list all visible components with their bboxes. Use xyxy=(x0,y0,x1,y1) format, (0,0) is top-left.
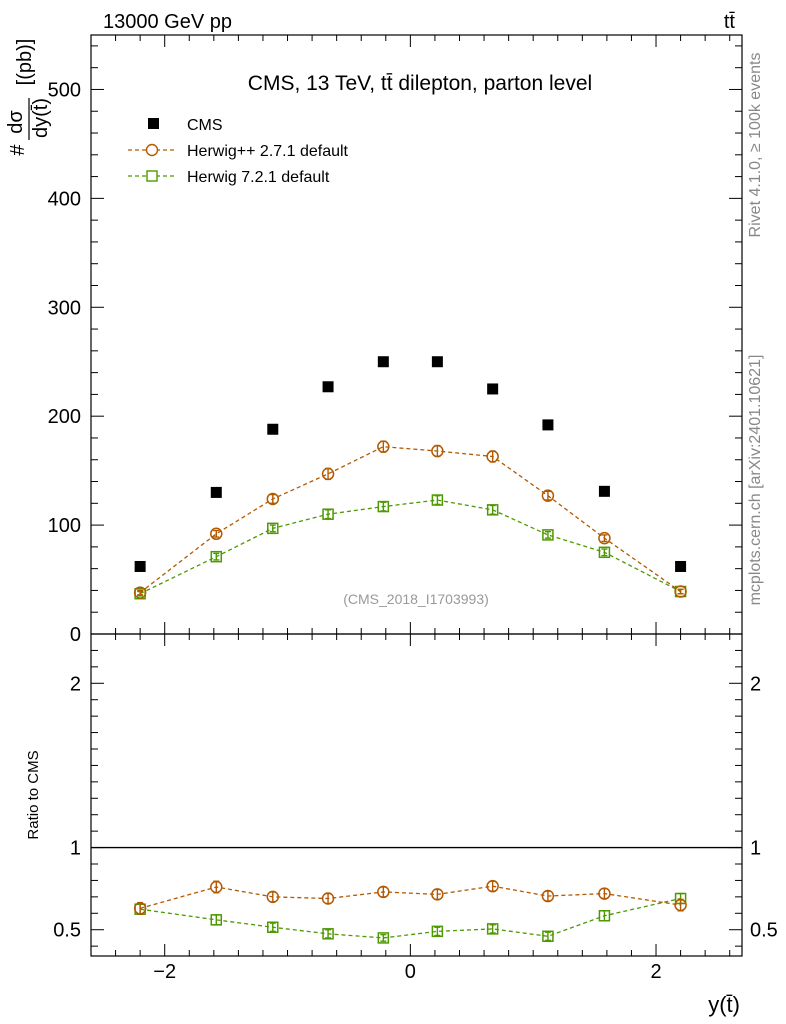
ratio-y-tick-labels: 0.5 0.5 1 1 2 2 xyxy=(53,673,778,941)
main-point-herwig7 xyxy=(431,494,444,506)
main-point-herwigpp xyxy=(541,489,555,502)
y-tick-label: 400 xyxy=(48,188,81,210)
main-panel: 0 100 200 300 400 500 CMS, 13 TeV, tt̄ dilept… xyxy=(5,34,743,646)
ratio-point-herwig7 xyxy=(267,921,279,933)
legend-marker-herwigpp xyxy=(145,143,159,157)
ratio-point-herwigpp xyxy=(377,885,390,899)
main-point-herwig7 xyxy=(486,504,499,516)
main-point-herwigpp xyxy=(377,440,390,453)
main-point-cms xyxy=(377,356,389,368)
main-point-herwigpp xyxy=(598,531,611,545)
process-label: tt̄ xyxy=(724,11,736,33)
ratio-y-tick-label: 2 xyxy=(70,673,81,695)
ratio-panel: 0.5 0.5 1 1 2 2 −2 0 2 Ratio to CMS y(t̄) xyxy=(25,633,778,1017)
main-point-herwig7 xyxy=(267,522,279,535)
main-point-cms xyxy=(431,356,443,368)
x-tick-label: −2 xyxy=(153,961,176,983)
x-tick-labels: −2 0 2 xyxy=(153,961,661,983)
y-tick-label: 0 xyxy=(70,624,81,646)
legend: CMS Herwig++ 2.7.1 default Herwig 7.2.1 … xyxy=(128,117,349,186)
ratio-point-herwigpp xyxy=(598,887,611,900)
main-point-herwigpp xyxy=(321,467,335,481)
main-line-herwigpp xyxy=(139,446,681,594)
ratio-point-herwigpp xyxy=(674,898,687,912)
legend-item-herwig7: Herwig 7.2.1 default xyxy=(128,169,330,186)
legend-marker-herwig7 xyxy=(146,170,158,182)
mcplots-source-label: mcplots.cern.ch [arXiv:2401.10621] xyxy=(747,355,764,606)
main-point-cms xyxy=(322,381,334,393)
legend-item-herwigpp: Herwig++ 2.7.1 default xyxy=(128,143,349,160)
ratio-point-herwig7 xyxy=(431,925,444,938)
ratio-line-herwigpp xyxy=(139,885,681,909)
ratio-point-herwig7 xyxy=(542,930,554,943)
main-point-cms xyxy=(210,486,222,498)
ratio-y-tick-label-right: 2 xyxy=(750,673,761,695)
legend-marker-cms xyxy=(148,118,159,129)
main-point-herwig7 xyxy=(210,550,223,563)
main-point-cms xyxy=(134,560,146,572)
main-y-tick-labels: 0 100 200 300 400 500 xyxy=(48,79,81,646)
x-tick-label: 0 xyxy=(405,961,416,983)
main-point-cms xyxy=(598,485,610,497)
main-point-herwigpp xyxy=(210,527,223,541)
legend-label-herwig7: Herwig 7.2.1 default xyxy=(187,169,330,186)
collision-label: 13000 GeV pp xyxy=(103,11,232,33)
main-point-cms xyxy=(267,423,279,435)
ratio-axis-ticks xyxy=(91,633,742,956)
analysis-id-label: (CMS_2018_I1703993) xyxy=(343,591,489,607)
main-point-cms xyxy=(542,419,554,431)
main-line-herwig7 xyxy=(139,499,681,595)
ratio-point-herwigpp xyxy=(541,889,555,903)
main-point-herwigpp xyxy=(674,585,687,598)
y-tick-label: 100 xyxy=(48,515,81,537)
ratio-panel-frame xyxy=(90,633,743,957)
y-tick-label: 200 xyxy=(48,406,81,428)
ratio-y-axis-label: Ratio to CMS xyxy=(25,750,42,839)
legend-label-cms: CMS xyxy=(187,117,223,134)
x-axis-label: y(t̄) xyxy=(708,992,740,1017)
ratio-point-herwig7 xyxy=(210,914,223,926)
main-axis-ticks xyxy=(91,35,742,635)
main-point-herwig7 xyxy=(377,500,390,513)
main-series-layer xyxy=(133,356,687,600)
y-tick-label: 500 xyxy=(48,79,81,101)
ratio-y-tick-label: 0.5 xyxy=(53,920,81,942)
ratio-point-herwigpp xyxy=(486,879,499,893)
y-tick-label: 300 xyxy=(48,297,81,319)
ratio-point-herwig7 xyxy=(377,932,390,944)
x-tick-label: 2 xyxy=(650,961,661,983)
y-label-unit: [(pb)] xyxy=(14,39,36,86)
ratio-y-tick-label-right: 1 xyxy=(750,838,761,860)
main-point-herwigpp xyxy=(431,444,444,458)
main-point-herwigpp xyxy=(486,450,499,463)
ratio-point-herwigpp xyxy=(431,888,444,901)
main-point-herwigpp xyxy=(266,492,280,506)
ratio-point-herwig7 xyxy=(598,910,611,922)
ratio-point-herwigpp xyxy=(210,880,223,894)
ratio-y-tick-label-right: 0.5 xyxy=(750,920,778,942)
y-label-numerator: dσ xyxy=(5,110,27,134)
main-point-cms xyxy=(675,560,687,572)
ratio-point-herwigpp xyxy=(321,892,335,905)
ratio-point-herwig7 xyxy=(486,923,499,935)
chart-title: CMS, 13 TeV, tt̄ dilepton, parton level xyxy=(248,72,592,95)
main-point-herwig7 xyxy=(542,529,554,541)
legend-item-cms: CMS xyxy=(148,117,223,134)
rivet-version-label: Rivet 4.1.0, ≥ 100k events xyxy=(747,53,764,238)
main-point-herwig7 xyxy=(322,508,334,520)
y-label-denominator: dy(t̄) xyxy=(30,98,52,138)
ratio-series-layer xyxy=(133,879,687,944)
ratio-y-tick-label: 1 xyxy=(70,838,81,860)
main-y-axis-label: # dσ dy(t̄) [(pb)] xyxy=(5,39,52,156)
ratio-point-herwigpp xyxy=(133,902,147,915)
main-point-herwig7 xyxy=(598,546,611,559)
legend-label-herwigpp: Herwig++ 2.7.1 default xyxy=(187,143,349,160)
ratio-line-herwig7 xyxy=(140,897,681,939)
main-point-cms xyxy=(487,383,499,395)
main-point-herwigpp xyxy=(133,586,147,599)
y-label-prefix: # xyxy=(7,144,29,156)
ratio-point-herwigpp xyxy=(266,890,280,904)
ratio-point-herwig7 xyxy=(322,928,334,940)
